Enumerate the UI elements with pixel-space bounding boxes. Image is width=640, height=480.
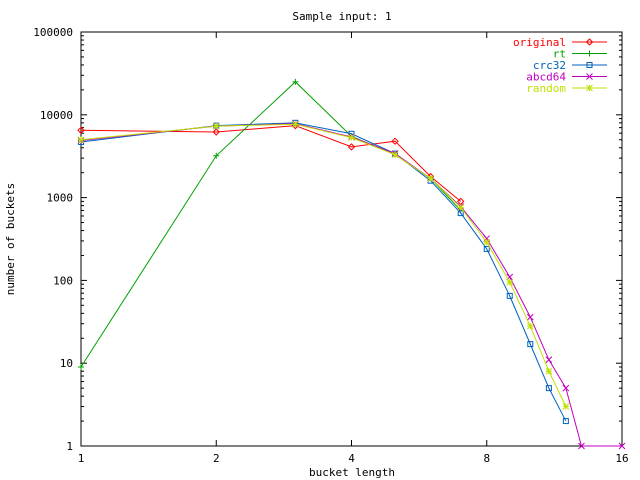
data-point-random	[457, 204, 465, 211]
legend-label-rt: rt	[553, 48, 566, 61]
chart-title: Sample input: 1	[292, 10, 391, 23]
data-point-crc32	[506, 292, 513, 299]
x-tick-label: 4	[348, 452, 355, 465]
data-point-original	[212, 128, 220, 136]
data-point-rt	[213, 152, 220, 159]
y-tick-label: 10000	[40, 109, 73, 122]
data-point-crc32	[483, 245, 490, 252]
series-random	[77, 120, 570, 410]
data-point-rt	[78, 363, 84, 370]
x-tick-label: 1	[78, 452, 85, 465]
legend-marker-original	[585, 38, 594, 46]
series-line-crc32	[80, 122, 567, 422]
data-point-random	[292, 120, 299, 128]
legend-marker-random	[586, 84, 593, 92]
data-point-crc32	[527, 341, 534, 348]
data-point-original	[391, 137, 399, 145]
data-point-rt	[292, 78, 299, 85]
y-tick-label: 100	[53, 274, 73, 287]
y-tick-label: 10	[60, 357, 73, 370]
legend-label-original: original	[513, 36, 566, 49]
y-axis-label: number of buckets	[4, 183, 17, 296]
data-point-random	[483, 238, 491, 246]
x-tick-label: 2	[213, 452, 220, 465]
x-tick-label: 8	[483, 452, 490, 465]
data-point-abcd64	[545, 356, 553, 364]
data-point-random	[506, 278, 514, 286]
data-point-random	[526, 322, 534, 330]
data-point-crc32	[562, 418, 569, 425]
data-point-abcd64	[578, 442, 585, 450]
data-point-crc32	[545, 385, 552, 392]
legend-label-random: random	[526, 82, 566, 95]
data-point-random	[562, 403, 570, 410]
y-tick-label: 1000	[47, 192, 74, 205]
data-point-random	[348, 134, 355, 141]
data-point-abcd64	[618, 442, 626, 450]
legend-label-crc32: crc32	[533, 59, 566, 72]
series-line-random	[80, 123, 567, 407]
data-point-crc32	[457, 210, 464, 217]
legend-label-abcd64: abcd64	[526, 71, 566, 84]
axes-layer: 1 2 4 8 16 1 10 100 1000 10000 100000	[33, 26, 628, 465]
data-point-random	[427, 175, 434, 182]
y-tick-label: 1	[66, 440, 73, 453]
data-point-random	[391, 151, 399, 159]
legend-marker-crc32	[586, 62, 593, 68]
data-point-original	[456, 197, 465, 206]
series-layer	[77, 78, 626, 450]
data-point-random	[212, 122, 220, 130]
y-tick-label: 100000	[33, 26, 73, 39]
legend-marker-rt	[586, 50, 593, 57]
data-point-original	[347, 143, 356, 151]
data-point-abcd64	[526, 313, 534, 321]
data-point-random	[545, 367, 553, 375]
x-axis-label: bucket length	[309, 466, 395, 479]
x-tick-label: 16	[615, 452, 628, 465]
legend-marker-abcd64	[586, 73, 593, 80]
data-point-original	[77, 126, 85, 134]
data-point-random	[77, 136, 85, 144]
data-point-abcd64	[562, 384, 570, 392]
